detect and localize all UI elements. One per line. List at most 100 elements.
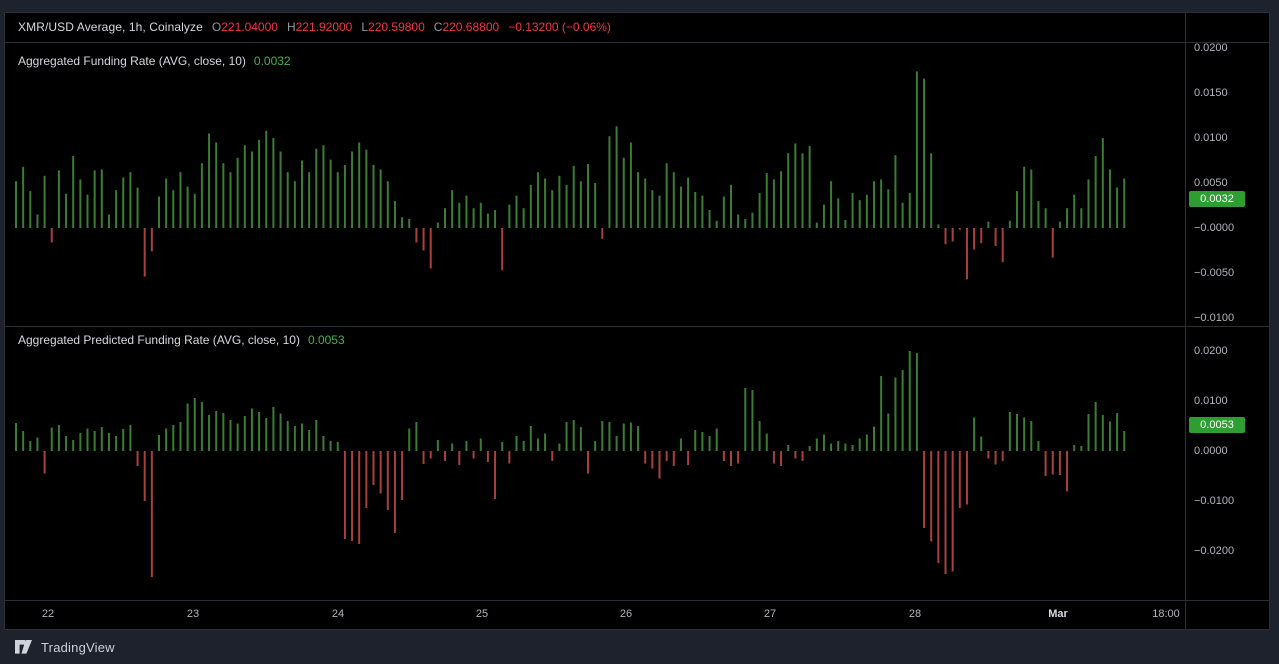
funding-rate-histogram[interactable] <box>5 43 1185 326</box>
histogram-bar <box>794 451 797 459</box>
histogram-bar <box>29 441 32 451</box>
histogram-bar <box>200 163 203 228</box>
histogram-bar <box>1116 413 1119 451</box>
histogram-bar <box>472 451 475 459</box>
histogram-bar <box>1016 414 1018 451</box>
histogram-bar <box>965 228 968 280</box>
histogram-bar <box>429 451 432 459</box>
predicted-funding-value: 0.0053 <box>307 333 345 347</box>
predicted-funding-title[interactable]: Aggregated Predicted Funding Rate (AVG, … <box>18 333 300 347</box>
histogram-bar <box>572 420 575 451</box>
histogram-bar <box>315 148 318 228</box>
histogram-bar <box>594 441 597 451</box>
histogram-bar <box>515 195 518 228</box>
price-scale-border <box>1185 13 1186 629</box>
histogram-bar <box>558 443 561 451</box>
pane-separator-2[interactable] <box>5 326 1269 327</box>
histogram-bar <box>751 212 754 228</box>
histogram-bar <box>930 451 933 542</box>
histogram-bar <box>1023 417 1026 451</box>
tradingview-attribution[interactable]: TradingView <box>14 637 115 657</box>
histogram-bar <box>243 416 246 451</box>
histogram-bar <box>165 428 168 451</box>
histogram-bar <box>658 195 661 228</box>
histogram-bar <box>265 130 268 228</box>
histogram-bar <box>579 181 582 228</box>
histogram-bar <box>858 438 861 451</box>
price-scale-label: 0.0100 <box>1194 132 1228 144</box>
histogram-bar <box>1030 169 1033 228</box>
predicted-funding-last-value-badge: 0.0053 <box>1189 416 1245 433</box>
histogram-bar <box>672 451 675 466</box>
histogram-bar <box>258 139 261 228</box>
histogram-bar <box>193 398 196 451</box>
histogram-bar <box>401 451 404 500</box>
histogram-bar <box>930 153 933 228</box>
histogram-bar <box>136 451 139 466</box>
histogram-bar <box>501 442 504 451</box>
histogram-bar <box>451 443 454 451</box>
symbol-title[interactable]: XMR/USD Average, 1h, Coinalyze <box>18 20 203 34</box>
histogram-bar <box>458 202 461 228</box>
histogram-bar <box>57 425 60 451</box>
histogram-bar <box>372 451 375 485</box>
histogram-bar <box>708 210 711 228</box>
time-axis-separator[interactable] <box>5 600 1269 601</box>
histogram-bar <box>880 179 883 228</box>
histogram-bar <box>722 196 725 228</box>
histogram-bar <box>758 192 761 228</box>
time-scale[interactable]: 22 23 24 25 26 27 28 Mar 18:00 <box>5 601 1269 628</box>
histogram-bar <box>744 388 747 451</box>
histogram-bar <box>987 221 990 228</box>
histogram-bar <box>1087 179 1090 228</box>
histogram-bar <box>965 451 968 505</box>
histogram-bar <box>937 451 940 563</box>
histogram-bar <box>286 172 289 228</box>
histogram-bar <box>250 408 253 451</box>
histogram-bar <box>436 440 439 451</box>
histogram-bar <box>43 175 46 228</box>
histogram-bar <box>665 451 668 461</box>
histogram-bar <box>880 376 883 451</box>
funding-rate-legend: Aggregated Funding Rate (AVG, close, 10)… <box>18 53 291 69</box>
histogram-bar <box>358 142 361 228</box>
funding-rate-title[interactable]: Aggregated Funding Rate (AVG, close, 10) <box>18 54 246 68</box>
histogram-bar <box>987 451 990 459</box>
histogram-bar <box>343 451 346 539</box>
histogram-bar <box>694 430 697 451</box>
price-scale-label: 0.0000 <box>1194 445 1228 457</box>
histogram-bar <box>1066 208 1069 228</box>
histogram-bar <box>608 422 611 451</box>
chart-frame[interactable]: XMR/USD Average, 1h, Coinalyze O221.04000… <box>4 12 1270 630</box>
histogram-bar <box>994 451 997 465</box>
pane-separator-1[interactable] <box>5 42 1269 43</box>
histogram-bar <box>608 136 611 228</box>
histogram-bar <box>479 438 482 451</box>
predicted-funding-legend: Aggregated Predicted Funding Rate (AVG, … <box>18 332 345 348</box>
histogram-bar <box>808 146 811 228</box>
histogram-bar <box>444 208 446 228</box>
ohlc-c: C220.68800 <box>433 20 500 34</box>
histogram-bar <box>737 451 740 464</box>
histogram-bar <box>222 163 225 228</box>
histogram-bar <box>358 451 361 544</box>
histogram-bar <box>272 407 275 451</box>
histogram-bar <box>601 421 604 451</box>
histogram-bar <box>15 181 17 228</box>
predicted-funding-histogram[interactable] <box>5 327 1185 600</box>
histogram-bar <box>822 204 825 228</box>
histogram-bar <box>815 222 818 228</box>
histogram-bar <box>36 437 39 451</box>
histogram-bar <box>401 217 404 228</box>
histogram-bar <box>722 451 725 461</box>
histogram-bar <box>107 433 110 451</box>
histogram-bar <box>143 451 146 501</box>
histogram-bar <box>422 451 425 464</box>
histogram-bar <box>787 445 790 451</box>
histogram-bar <box>122 177 125 228</box>
histogram-bar <box>379 169 382 228</box>
histogram-bar <box>365 149 368 228</box>
histogram-bar <box>351 451 354 541</box>
time-scale-label: 28 <box>908 608 922 620</box>
